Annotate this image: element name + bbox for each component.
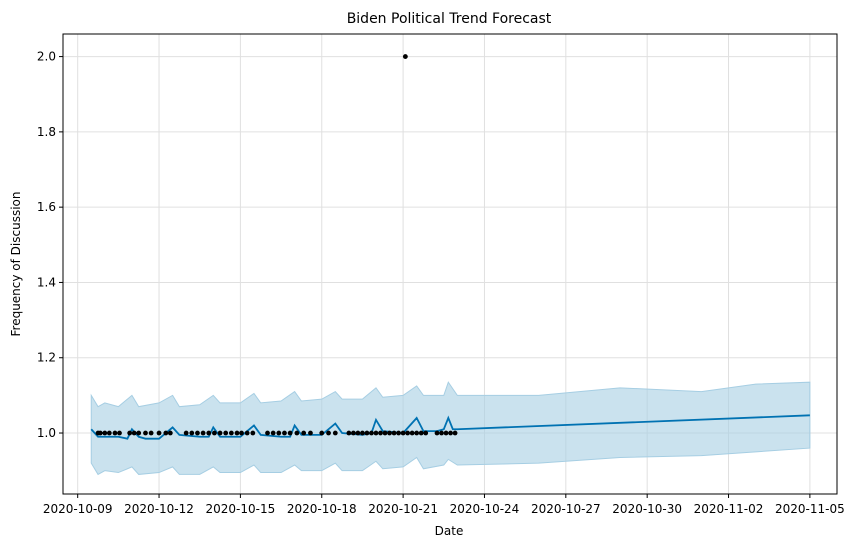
observed-point: [106, 430, 112, 436]
observed-point: [350, 430, 356, 436]
observed-point: [452, 430, 458, 436]
observed-point: [127, 430, 133, 436]
observed-point: [250, 430, 256, 436]
y-tick-label: 1.4: [37, 275, 56, 289]
x-axis-label: Date: [435, 524, 464, 538]
observed-point: [402, 54, 408, 59]
uncertainty-band: [90, 381, 811, 476]
observed-point: [332, 430, 338, 436]
y-tick-label: 1.8: [37, 125, 56, 139]
observed-point: [117, 430, 122, 436]
observed-points-group: [95, 54, 458, 436]
observed-point: [294, 430, 300, 436]
observed-point: [439, 430, 444, 436]
observed-point: [448, 430, 453, 436]
observed-point: [355, 430, 361, 436]
observed-point: [369, 430, 374, 436]
observed-point: [409, 430, 415, 436]
observed-point: [443, 430, 449, 436]
observed-point: [143, 430, 148, 436]
forecast-line: [90, 414, 810, 440]
x-tick-label: 2020-10-09: [43, 502, 113, 516]
observed-point: [400, 430, 406, 436]
observed-point: [212, 430, 217, 436]
observed-point: [378, 430, 383, 436]
observed-point: [97, 430, 103, 436]
uncertainty-band-group: [90, 381, 811, 476]
observed-point: [301, 430, 307, 436]
observed-point: [360, 430, 365, 436]
observed-point: [382, 430, 388, 436]
observed-point: [223, 430, 229, 436]
x-tick-label: 2020-10-12: [124, 502, 194, 516]
y-tick-label: 1.2: [37, 351, 56, 365]
observed-point: [308, 430, 313, 436]
observed-point: [270, 430, 276, 436]
observed-point: [391, 430, 397, 436]
observed-point: [136, 430, 142, 436]
x-tick-label: 2020-10-21: [368, 502, 438, 516]
observed-point: [200, 430, 206, 436]
observed-point: [418, 430, 424, 436]
x-tick-label: 2020-10-27: [531, 502, 601, 516]
observed-point: [326, 430, 331, 436]
observed-point: [287, 430, 293, 436]
observed-point: [282, 430, 287, 436]
observed-point: [217, 430, 223, 436]
observed-point: [189, 430, 195, 436]
x-tick-label: 2020-10-30: [612, 502, 682, 516]
forecast-line-group: [90, 414, 810, 440]
y-tick-label: 1.6: [37, 200, 56, 214]
observed-point: [156, 430, 162, 436]
observed-point: [195, 430, 200, 436]
y-axis-label: Frequency of Discussion: [9, 191, 23, 336]
observed-point: [423, 430, 429, 436]
observed-point: [387, 430, 392, 436]
observed-point: [364, 430, 370, 436]
observed-point: [434, 430, 440, 436]
y-axis-ticks: 1.0 1.2 1.4 1.6 1.8 2.0: [37, 50, 63, 440]
observed-point: [112, 430, 118, 436]
observed-point: [234, 430, 240, 436]
plot-frame: [62, 33, 838, 495]
x-tick-label: 2020-10-24: [450, 502, 520, 516]
observed-point: [396, 430, 401, 436]
observed-point: [373, 430, 379, 436]
y-tick-label: 1.0: [37, 426, 56, 440]
observed-point: [346, 430, 352, 436]
observed-point: [228, 430, 234, 436]
observed-point: [131, 430, 137, 436]
observed-point: [206, 430, 212, 436]
observed-point: [405, 430, 411, 436]
observed-point: [183, 430, 189, 436]
x-tick-label: 2020-10-18: [287, 502, 357, 516]
x-tick-label: 2020-10-15: [206, 502, 276, 516]
observed-point: [319, 430, 325, 436]
observed-point: [244, 430, 250, 436]
observed-point: [102, 430, 108, 436]
observed-point: [167, 430, 173, 436]
observed-point: [265, 430, 270, 436]
observed-point: [163, 430, 169, 436]
x-tick-label: 2020-11-05: [775, 502, 845, 516]
observed-point: [148, 430, 154, 436]
observed-point: [239, 430, 244, 436]
chart-title: Biden Political Trend Forecast: [347, 11, 552, 27]
observed-point: [414, 430, 420, 436]
observed-point: [276, 430, 282, 436]
y-tick-label: 2.0: [37, 50, 56, 64]
x-tick-label: 2020-11-02: [694, 502, 764, 516]
x-axis-ticks: 2020-10-09 2020-10-12 2020-10-15 2020-10-18…: [43, 494, 845, 516]
